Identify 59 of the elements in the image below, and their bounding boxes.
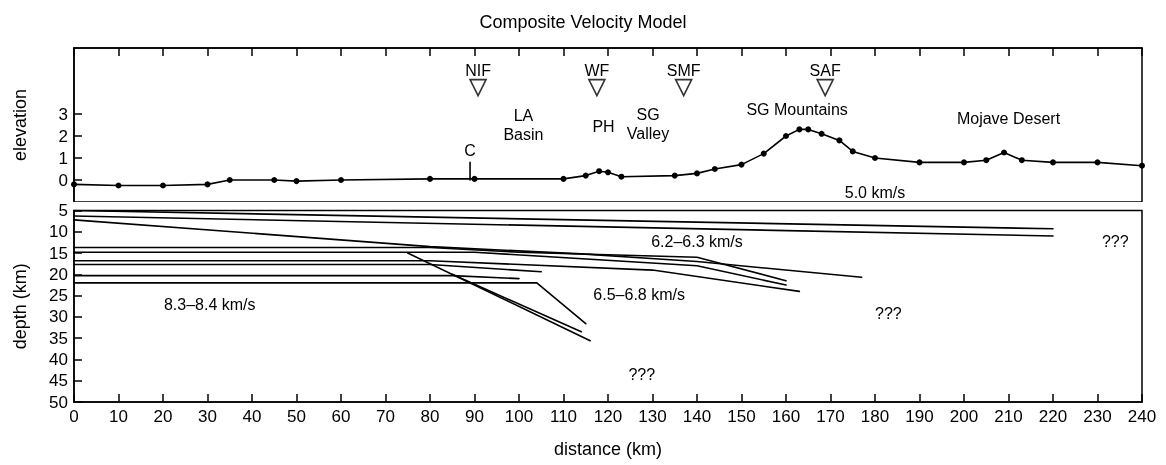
y-tick-label: 1 [58, 148, 68, 168]
annotation: C [464, 141, 476, 159]
annotation: NIF [465, 61, 492, 79]
y-tick-label: 35 [49, 328, 68, 348]
y-tick-label: 25 [49, 286, 68, 306]
x-tick-label: 210 [994, 407, 1023, 426]
x-tick-label: 70 [376, 407, 395, 426]
annotation: WF [584, 61, 610, 79]
annotation: 8.3–8.4 km/s [163, 295, 256, 313]
x-tick-label: 220 [1038, 407, 1068, 426]
y-tick-label: 2 [58, 126, 68, 146]
annotation: 6.5–6.8 km/s [593, 286, 685, 304]
y-tick-label: 10 [49, 222, 68, 242]
x-tick-label: 50 [287, 407, 306, 426]
x-tick-label: 140 [682, 407, 712, 426]
x-tick-label: 60 [331, 407, 351, 426]
chart-title: Composite Velocity Model [479, 12, 687, 32]
x-tick-label: 150 [727, 407, 756, 426]
x-tick-label: 10 [109, 407, 128, 426]
x-tick-label: 160 [771, 407, 801, 426]
x-tick-label: 240 [1127, 407, 1157, 426]
annotation: Mojave Desert [956, 109, 1061, 127]
y-tick-label: 45 [49, 371, 68, 391]
x-tick-label: 170 [816, 407, 845, 426]
annotation: ??? [628, 366, 656, 384]
x-tick-label: 190 [905, 407, 934, 426]
x-tick-label: 80 [420, 407, 440, 426]
x-tick-label: 180 [860, 407, 890, 426]
x-tick-label: 40 [242, 407, 262, 426]
annotation: SG Valley [626, 105, 670, 142]
annotation: SG Mountains [746, 101, 848, 119]
annotation: LA Basin [503, 107, 544, 143]
x-tick-label: 110 [549, 407, 578, 426]
y-tick-label: 0 [58, 170, 68, 190]
y-tick-label: 3 [58, 104, 68, 124]
x-tick-label: 230 [1083, 407, 1112, 426]
x-tick-label: 20 [153, 407, 173, 426]
annotation: PH [592, 117, 615, 135]
y-tick-label: 20 [49, 264, 68, 284]
annotation: ??? [875, 304, 902, 322]
x-tick-label: 30 [198, 407, 217, 426]
y-tick-label: 30 [49, 307, 68, 327]
x-tick-label: 120 [593, 407, 623, 426]
y-axis-title: depth (km) [10, 263, 30, 350]
annotation: SMF [666, 61, 701, 79]
y-tick-label: 40 [49, 349, 68, 369]
y-tick-label: 5 [58, 201, 68, 220]
x-axis-title: distance (km) [553, 439, 663, 459]
annotation: SAF [809, 61, 841, 79]
x-tick-label: 90 [465, 407, 484, 426]
y-tick-label: 50 [49, 392, 68, 412]
y-axis-title: elevation [10, 88, 30, 162]
annotation: 5.0 km/s [844, 183, 906, 201]
annotation: ??? [1101, 232, 1129, 250]
annotation: 6.2–6.3 km/s [651, 233, 743, 251]
x-tick-label: 100 [504, 407, 534, 426]
x-tick-label: 200 [949, 407, 979, 426]
y-tick-label: 15 [49, 243, 68, 263]
x-tick-label: 130 [638, 407, 667, 426]
